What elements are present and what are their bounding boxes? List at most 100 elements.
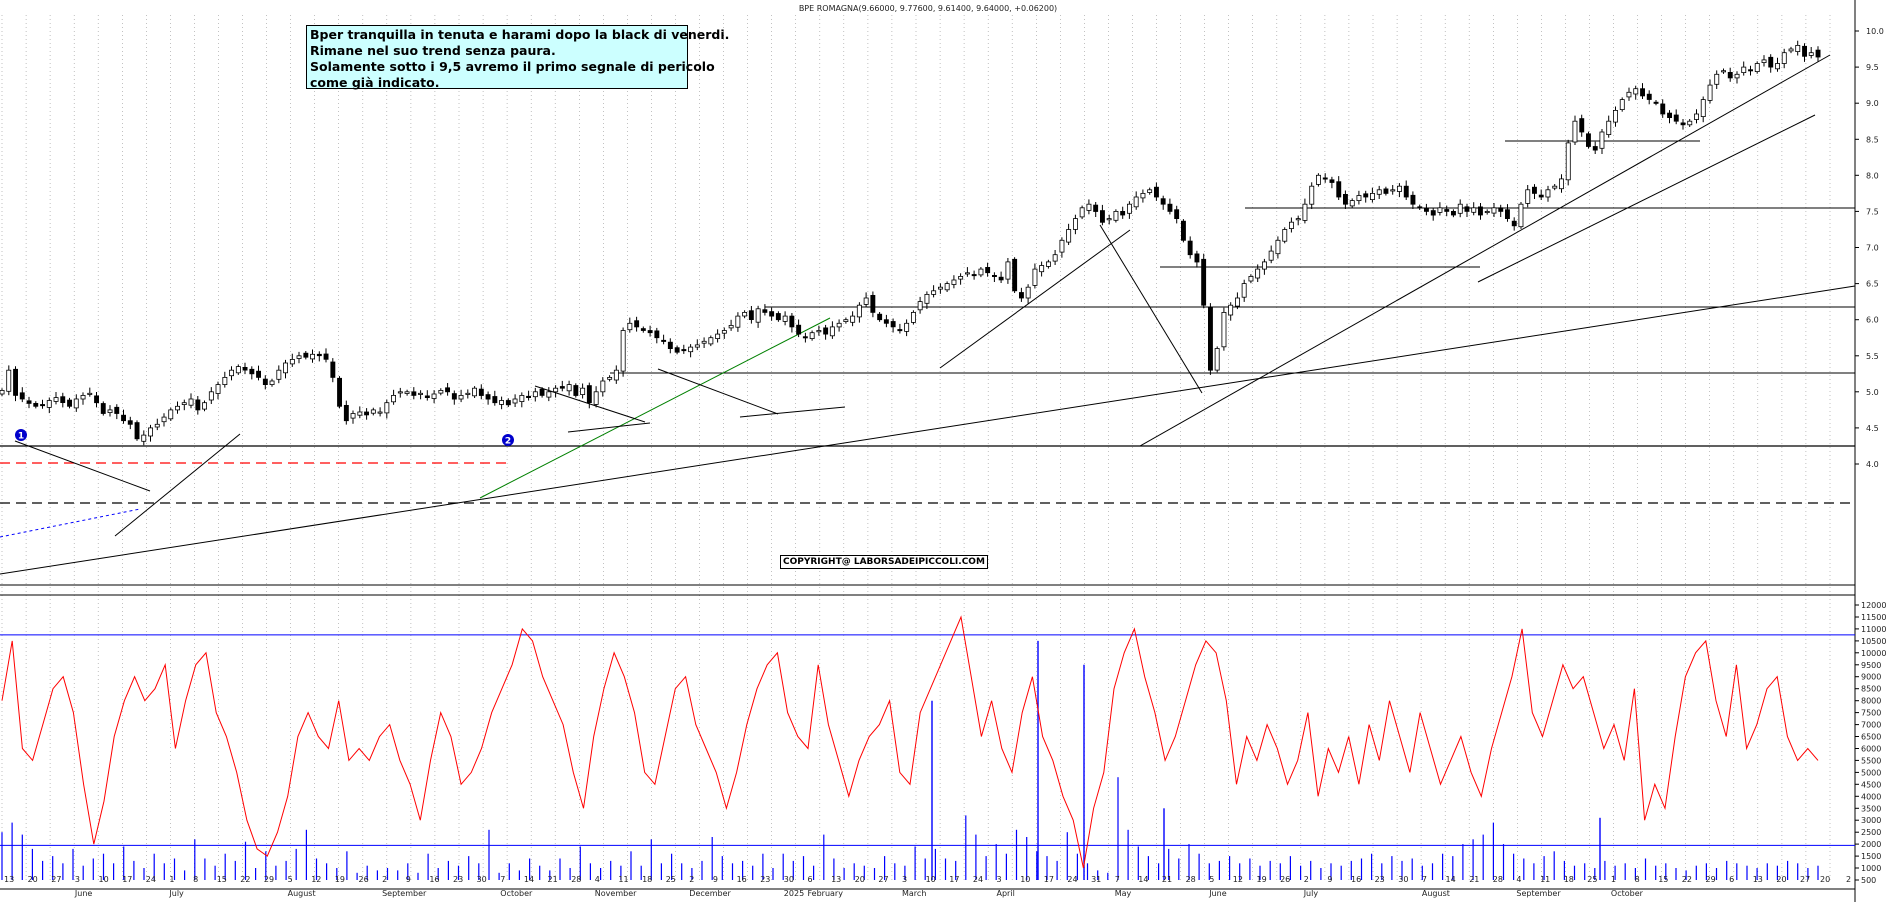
day-label: 14 [1446, 875, 1456, 884]
candle-body [607, 376, 613, 380]
candle-body [1356, 195, 1362, 201]
candle-body [1673, 114, 1679, 122]
candle-body [100, 403, 106, 414]
candle-body [1133, 196, 1139, 208]
candle [850, 311, 856, 327]
candle-body [728, 324, 734, 329]
candle-body [573, 385, 579, 396]
marker-1-circle [15, 429, 27, 441]
candle-body [445, 387, 450, 393]
candle-body [1788, 48, 1794, 52]
candle [1457, 199, 1463, 218]
candle-body [931, 290, 937, 295]
candle [391, 389, 396, 405]
price-tick-label: 9.0 [1866, 99, 1879, 108]
day-label: 23 [1375, 875, 1385, 884]
candle [276, 365, 282, 384]
candle [897, 323, 903, 334]
candle [992, 272, 997, 282]
candle-body [519, 394, 525, 402]
candle [978, 267, 984, 278]
candle [559, 380, 565, 392]
note-line-1: Bper tranquilla in tenuta e harami dopo … [310, 27, 730, 42]
candle [627, 317, 633, 333]
candle-body [1255, 268, 1261, 279]
candle-body [33, 402, 39, 407]
candle-body [1775, 63, 1780, 70]
candle [472, 386, 477, 398]
candle [1491, 203, 1497, 217]
price-tick-label: 6.0 [1866, 316, 1879, 325]
candle [411, 387, 417, 400]
day-label: 17 [122, 875, 132, 884]
candle-body [1208, 306, 1213, 371]
candle [67, 397, 72, 409]
candle-body [634, 320, 640, 328]
day-label: 6 [1729, 875, 1734, 884]
candle [1727, 67, 1733, 82]
candle-body [505, 400, 511, 406]
candle [715, 329, 721, 343]
candle [1424, 203, 1429, 216]
green-trendline [479, 317, 831, 499]
candle-body [80, 394, 86, 400]
candle [802, 332, 808, 343]
day-label: 12 [311, 875, 321, 884]
candle [701, 337, 707, 348]
candle [316, 351, 322, 362]
candle-body [546, 391, 552, 398]
candle-body [890, 321, 896, 328]
candle-body [816, 330, 822, 333]
candle-body [1532, 186, 1537, 194]
july-trendline [1477, 114, 1816, 283]
candle-body [1275, 239, 1281, 255]
candle-body [229, 369, 234, 377]
candle [1437, 202, 1443, 216]
candle [1802, 43, 1807, 62]
candle-body [1079, 207, 1085, 218]
candle-body [1417, 206, 1423, 209]
candle [1214, 346, 1220, 373]
candle-body [978, 268, 984, 276]
day-label: 23 [760, 875, 770, 884]
candle [566, 380, 572, 396]
candle-body [1619, 99, 1625, 110]
day-label: 29 [1706, 875, 1716, 884]
osc-tick-label: 2500 [1861, 828, 1881, 837]
day-label: 7 [1115, 875, 1120, 884]
day-label: 31 [1091, 875, 1101, 884]
candle [310, 349, 315, 363]
candle-body [384, 402, 390, 414]
osc-tick-label: 2000 [1861, 840, 1881, 849]
candle-body [998, 276, 1004, 281]
candle [26, 396, 32, 409]
month-label: May [1115, 889, 1132, 898]
candle [323, 348, 329, 363]
month-label: September [382, 889, 427, 898]
candle-body [877, 313, 883, 321]
day-label: 6 [808, 875, 813, 884]
candle-body [613, 369, 619, 381]
candle [188, 393, 194, 409]
candle [343, 400, 349, 425]
candle [580, 383, 586, 399]
day-label: 17 [1044, 875, 1054, 884]
candle [870, 291, 876, 318]
november-wedge-upper [657, 368, 779, 415]
candle-body [1397, 185, 1402, 192]
day-label: 27 [1800, 875, 1810, 884]
candle [33, 401, 39, 409]
candle-body [1808, 52, 1814, 56]
candle [607, 375, 613, 382]
candle-body [1214, 348, 1220, 371]
candle [492, 390, 498, 406]
candle [836, 319, 842, 332]
copyright-label: COPYRIGHT@ LABORSADEIPICCOLI.COM [780, 555, 988, 569]
candle-body [1343, 193, 1348, 205]
candle-body [1032, 268, 1038, 286]
candle [1268, 245, 1274, 264]
candle [1599, 129, 1605, 154]
candle [148, 424, 153, 442]
candle [249, 366, 255, 380]
